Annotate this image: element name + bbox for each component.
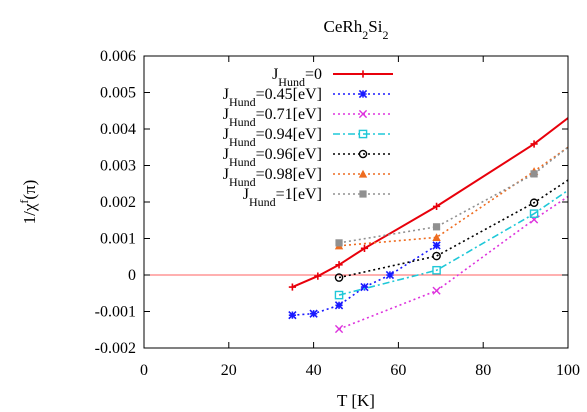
legend: JHund=0JHund=0.45[eV]JHund=0.71[eV]JHund… xyxy=(223,66,393,209)
series-line xyxy=(338,189,568,296)
legend-marker xyxy=(359,70,367,78)
legend-label: JHund=0.98[eV] xyxy=(223,166,322,189)
series-5 xyxy=(334,179,568,282)
legend-marker xyxy=(358,109,368,119)
chart-title: CeRh2Si2 xyxy=(324,17,389,42)
series-line xyxy=(338,146,568,247)
data-point xyxy=(432,251,441,261)
data-point xyxy=(529,209,539,218)
data-point xyxy=(334,301,344,310)
legend-marker xyxy=(358,149,368,159)
y-tick-label: -0.001 xyxy=(95,304,136,321)
y-tick-label: 0.005 xyxy=(100,85,136,102)
y-tick-label: 0 xyxy=(128,267,136,284)
data-point xyxy=(432,233,441,242)
data-point xyxy=(432,241,441,250)
legend-entry-4: JHund=0.94[eV] xyxy=(223,126,393,149)
legend-entry-7: JHund=1[eV] xyxy=(243,186,393,209)
legend-marker xyxy=(358,89,368,99)
legend-entry-6: JHund=0.98[eV] xyxy=(223,166,393,189)
legend-label: JHund=0.45[eV] xyxy=(223,86,322,109)
y-axis: -0.002 -0.001 0 0.001 0.002 0.003 0.004 0.005 0.… xyxy=(95,48,568,357)
x-axis: 0 20 40 60 80 100 xyxy=(140,56,580,379)
legend-entry-1: JHund=0 xyxy=(272,66,393,89)
data-point xyxy=(334,324,344,334)
legend-entry-3: JHund=0.71[eV] xyxy=(223,106,393,129)
y-tick-label: 0.006 xyxy=(100,48,136,65)
series-2 xyxy=(288,241,441,320)
series-line xyxy=(338,195,568,330)
data-point xyxy=(432,202,441,210)
y-tick-label: 0.002 xyxy=(100,194,136,211)
legend-entry-2: JHund=0.45[eV] xyxy=(223,86,393,109)
data-point xyxy=(335,261,343,269)
data-point xyxy=(385,270,395,280)
data-point xyxy=(529,198,539,208)
legend-label: JHund=1[eV] xyxy=(243,186,322,209)
plot-frame xyxy=(143,55,569,349)
legend-marker xyxy=(358,169,368,178)
series-4 xyxy=(334,189,568,300)
legend-label: JHund=0.96[eV] xyxy=(223,146,322,169)
legend-label: JHund=0.71[eV] xyxy=(223,106,322,129)
data-point xyxy=(334,290,344,300)
x-tick-label: 100 xyxy=(556,362,580,379)
series-1 xyxy=(288,117,568,291)
series-line xyxy=(338,146,568,244)
data-point xyxy=(314,272,322,280)
series-6 xyxy=(334,146,568,250)
data-point xyxy=(335,239,343,247)
data-point xyxy=(530,140,538,148)
x-tick-label: 60 xyxy=(390,362,406,379)
x-tick-label: 20 xyxy=(221,362,237,379)
series-line xyxy=(292,117,568,288)
y-tick-label: 0.004 xyxy=(100,121,136,138)
x-axis-label: T [K] xyxy=(337,391,375,410)
y-tick-label: 0.001 xyxy=(100,231,136,248)
x-tick-label: 0 xyxy=(140,362,148,379)
data-point xyxy=(432,223,441,231)
series-7 xyxy=(335,146,568,247)
data-point xyxy=(288,310,297,320)
y-axis-label: 1/χf(π) xyxy=(17,180,39,225)
series-layer xyxy=(288,117,568,334)
y-tick-label: -0.002 xyxy=(95,340,136,357)
data-point xyxy=(309,309,318,318)
legend-entry-5: JHund=0.96[eV] xyxy=(223,146,393,169)
data-point xyxy=(530,170,538,178)
data-point xyxy=(334,273,344,282)
legend-marker xyxy=(358,129,368,139)
x-tick-label: 40 xyxy=(306,362,322,379)
legend-marker xyxy=(359,190,367,198)
data-point xyxy=(360,244,369,252)
y-tick-label: 0.003 xyxy=(100,158,136,175)
series-line xyxy=(338,179,568,279)
x-tick-label: 80 xyxy=(475,362,491,379)
legend-label: JHund=0.94[eV] xyxy=(223,126,322,149)
data-point xyxy=(360,282,369,292)
data-point xyxy=(432,286,441,295)
data-point xyxy=(432,265,441,275)
data-point xyxy=(288,283,296,291)
legend-label: JHund=0 xyxy=(272,66,322,89)
series-line xyxy=(292,244,437,316)
